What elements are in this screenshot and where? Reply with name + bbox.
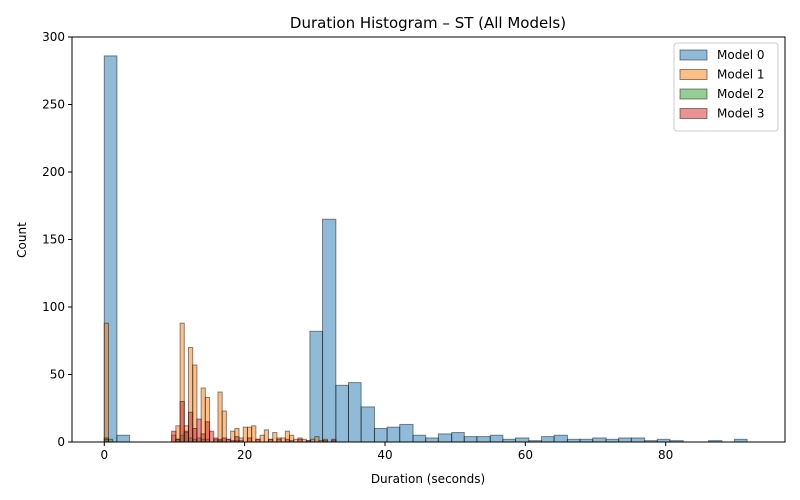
legend-label: Model 3 — [717, 107, 764, 121]
legend-label: Model 1 — [717, 68, 764, 82]
axes: 0 20 40 60 80 0 50 100 150 200 250 300 — [42, 30, 786, 462]
plot-area — [103, 55, 748, 443]
histogram-bar — [234, 436, 240, 443]
histogram-bar — [630, 437, 646, 443]
histogram-bar — [204, 421, 211, 443]
histogram-bar — [335, 384, 349, 443]
histogram-bar — [242, 426, 248, 443]
y-tick-label: 150 — [42, 233, 65, 247]
x-tick-label: 40 — [377, 448, 392, 462]
histogram-bar — [515, 437, 530, 443]
histogram-bar — [437, 433, 453, 443]
histogram-bar — [221, 410, 227, 443]
histogram-bar — [314, 436, 320, 443]
histogram-bar — [196, 418, 202, 443]
histogram-bar — [309, 330, 324, 443]
histogram-bar — [171, 430, 177, 443]
y-tick-label: 250 — [42, 98, 65, 112]
histogram-bar — [217, 391, 223, 443]
legend-swatch — [679, 69, 708, 80]
histogram-bar — [489, 434, 504, 443]
chart-title: Duration Histogram – ST (All Models) — [290, 14, 566, 32]
histogram-bar — [200, 433, 206, 443]
histogram-bar — [553, 434, 568, 443]
legend-swatch — [679, 49, 708, 61]
histogram-bar — [476, 436, 491, 443]
histogram-bar — [347, 382, 362, 443]
y-tick-label: 50 — [50, 368, 65, 382]
histogram-bar — [540, 436, 555, 443]
y-tick-label: 300 — [42, 30, 65, 44]
histogram-bar — [425, 437, 439, 443]
x-tick-label: 20 — [237, 448, 252, 462]
legend-label: Model 0 — [717, 48, 764, 62]
legend-label: Model 2 — [717, 87, 764, 101]
histogram-bar — [116, 434, 131, 443]
y-tick-label: 0 — [57, 435, 65, 449]
histogram-bar — [183, 430, 189, 443]
histogram-bar — [463, 436, 478, 443]
histogram-bar — [251, 425, 257, 443]
x-tick-label: 80 — [658, 448, 673, 462]
histogram-bar — [399, 423, 414, 443]
histogram-bar — [618, 437, 632, 443]
legend: Model 0 Model 1 Model 2 Model 3 — [673, 42, 779, 132]
histogram-bar — [263, 429, 269, 443]
x-tick-label: 0 — [100, 448, 108, 462]
histogram-bar — [213, 437, 219, 443]
y-axis-label: Count — [15, 222, 29, 258]
histogram-bar — [412, 434, 427, 443]
histogram-bar — [246, 437, 253, 443]
histogram-bar — [451, 432, 465, 443]
histogram-bar — [192, 428, 198, 443]
histogram-bar — [386, 426, 401, 443]
histogram-bar — [103, 322, 109, 443]
x-tick-label: 60 — [518, 448, 533, 462]
histogram-bar — [592, 437, 607, 443]
y-tick-label: 200 — [42, 165, 65, 179]
histogram-bar — [179, 401, 185, 443]
histogram-bar — [322, 218, 337, 443]
y-tick-label: 100 — [42, 300, 65, 314]
histogram-bar — [209, 430, 215, 443]
histogram-bar — [272, 432, 278, 443]
legend-swatch — [679, 88, 708, 100]
histogram-bar — [280, 437, 286, 443]
histogram-bar — [187, 411, 194, 443]
histogram-bar — [259, 434, 265, 443]
legend-swatch — [679, 108, 708, 119]
x-axis-label: Duration (seconds) — [371, 472, 485, 486]
histogram-bar — [360, 406, 375, 443]
series-0 — [103, 55, 748, 443]
histogram-bar — [373, 428, 388, 443]
histogram-bar — [221, 437, 227, 443]
